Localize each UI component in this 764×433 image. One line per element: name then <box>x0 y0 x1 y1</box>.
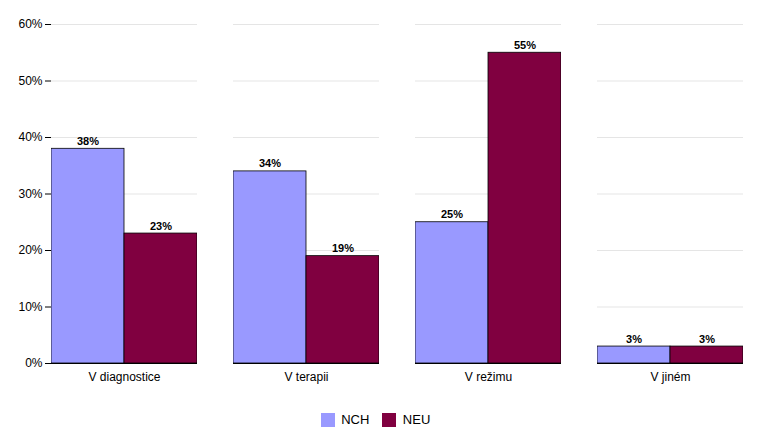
svg-text:55%: 55% <box>514 39 536 51</box>
svg-text:25%: 25% <box>441 208 463 220</box>
svg-text:60%: 60% <box>18 17 42 31</box>
svg-text:40%: 40% <box>18 130 42 144</box>
svg-text:3%: 3% <box>699 333 715 345</box>
svg-text:38%: 38% <box>77 135 99 147</box>
svg-text:V diagnostice: V diagnostice <box>88 370 160 384</box>
svg-text:20%: 20% <box>18 243 42 257</box>
svg-text:30%: 30% <box>18 187 42 201</box>
svg-text:34%: 34% <box>259 157 281 169</box>
html-text:NCH: NCH <box>341 412 370 427</box>
svg-text:19%: 19% <box>332 242 354 254</box>
svg-text:V terapii: V terapii <box>284 370 328 384</box>
html-text:NEU: NEU <box>402 412 431 427</box>
svg-text:0%: 0% <box>25 356 43 370</box>
svg-text:50%: 50% <box>18 74 42 88</box>
svg-text:3%: 3% <box>626 333 642 345</box>
svg-text:23%: 23% <box>150 220 172 232</box>
svg-text:V jiném: V jiném <box>650 370 690 384</box>
svg-text:V režimu: V režimu <box>465 370 512 384</box>
svg-text:10%: 10% <box>18 300 42 314</box>
